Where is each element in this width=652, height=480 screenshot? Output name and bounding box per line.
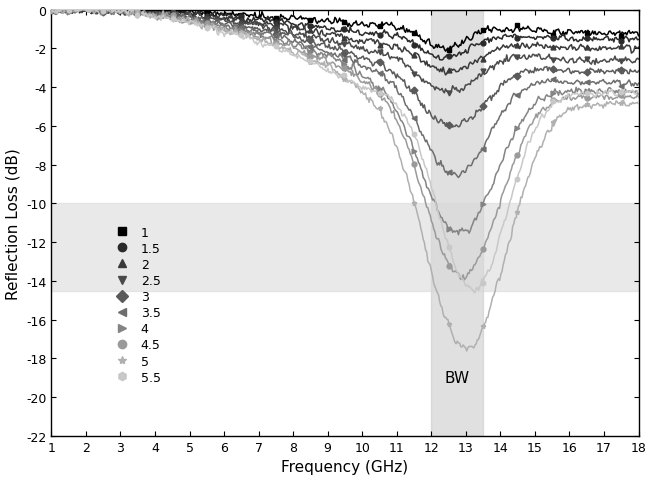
Text: BW: BW [445,371,469,385]
Bar [431,11,483,436]
Y-axis label: Reflection Loss (dB): Reflection Loss (dB) [6,148,21,299]
Legend: 1, 1.5, 2, 2.5, 3, 3.5, 4, 4.5, 5, 5.5: 1, 1.5, 2, 2.5, 3, 3.5, 4, 4.5, 5, 5.5 [104,221,166,389]
X-axis label: Frequency (GHz): Frequency (GHz) [282,459,409,474]
Bar [52,204,638,291]
